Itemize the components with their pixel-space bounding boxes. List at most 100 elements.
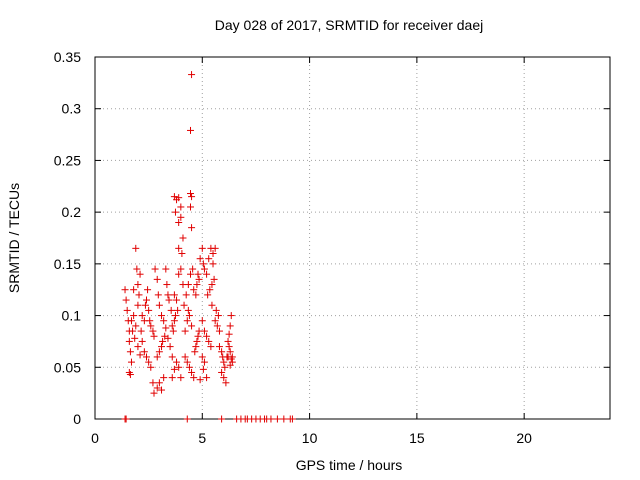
- data-point: [192, 291, 200, 299]
- data-point: [186, 203, 194, 211]
- data-point: [168, 374, 176, 382]
- x-tick-label: 15: [409, 430, 425, 446]
- data-point: [178, 250, 186, 258]
- data-point: [127, 317, 135, 325]
- y-tick-label: 0.25: [54, 152, 81, 168]
- data-point: [188, 193, 196, 201]
- data-point: [181, 327, 189, 335]
- data-point: [131, 334, 139, 342]
- data-point: [126, 371, 134, 379]
- data-point: [147, 322, 155, 330]
- data-point: [209, 250, 217, 258]
- data-point: [218, 415, 226, 423]
- data-point: [153, 275, 161, 283]
- data-point: [132, 244, 140, 252]
- data-point: [175, 244, 183, 252]
- data-point: [160, 374, 168, 382]
- data-point: [173, 296, 181, 304]
- data-point: [134, 281, 142, 289]
- data-point: [137, 327, 145, 335]
- data-point: [162, 324, 170, 332]
- data-point: [203, 374, 211, 382]
- data-point: [122, 415, 130, 423]
- data-point: [209, 260, 217, 268]
- data-point: [153, 353, 161, 361]
- data-point: [227, 355, 235, 363]
- data-point: [135, 291, 143, 299]
- plot-frame: [94, 56, 611, 420]
- data-point: [150, 332, 158, 340]
- data-point: [143, 296, 150, 304]
- data-point: [160, 317, 168, 325]
- data-point: [203, 270, 211, 278]
- data-point: [183, 317, 191, 325]
- data-point: [212, 306, 220, 314]
- data-point: [205, 337, 213, 345]
- data-point: [188, 368, 196, 376]
- data-point: [153, 384, 161, 392]
- data-point: [151, 265, 159, 273]
- grid-lines: [95, 57, 610, 419]
- data-point: [196, 376, 204, 384]
- data-point: [175, 270, 183, 278]
- data-point: [134, 343, 142, 351]
- data-point: [225, 330, 233, 338]
- x-tick-label: 5: [198, 430, 206, 446]
- data-point: [170, 317, 178, 325]
- data-point: [158, 343, 166, 351]
- data-point: [125, 337, 133, 345]
- data-point: [158, 312, 166, 320]
- data-point: [182, 291, 190, 299]
- data-point: [133, 265, 141, 273]
- data-point: [155, 348, 163, 356]
- data-point: [138, 337, 146, 345]
- data-point: [140, 348, 148, 356]
- data-point: [188, 224, 196, 232]
- data-point: [205, 255, 213, 263]
- data-point: [123, 306, 131, 314]
- data-point: [168, 322, 176, 330]
- data-point: [130, 286, 138, 294]
- data-point: [165, 296, 173, 304]
- data-point: [175, 194, 183, 202]
- data-point: [175, 363, 183, 371]
- data-point: [190, 374, 198, 382]
- data-point: [180, 301, 188, 309]
- data-point: [218, 368, 226, 376]
- data-point: [127, 358, 135, 366]
- data-point: [184, 306, 192, 314]
- data-point: [196, 255, 204, 263]
- data-point: [188, 71, 196, 79]
- data-point: [192, 343, 200, 351]
- data-point: [155, 379, 163, 387]
- y-tick-label: 0.15: [54, 256, 81, 272]
- data-point: [267, 415, 275, 423]
- data-point: [211, 317, 219, 325]
- data-point: [204, 291, 212, 299]
- data-point: [138, 312, 146, 320]
- data-point: [161, 332, 169, 340]
- data-point: [222, 379, 230, 387]
- data-point: [193, 337, 201, 345]
- data-point: [273, 415, 281, 423]
- data-point: [164, 291, 172, 299]
- data-point: [186, 190, 194, 198]
- data-point: [193, 281, 201, 289]
- data-point: [185, 363, 193, 371]
- data-point: [198, 244, 206, 252]
- x-tick-label: 20: [516, 430, 532, 446]
- data-point: [191, 348, 199, 356]
- x-tick-labels: 0 5 10 15 20: [91, 430, 532, 446]
- data-point: [198, 353, 206, 361]
- data-point: [226, 348, 234, 356]
- data-point: [177, 203, 185, 211]
- data-point: [225, 343, 233, 351]
- data-point: [224, 337, 232, 345]
- data-point: [169, 327, 177, 335]
- data-point: [171, 312, 179, 320]
- data-point: [183, 358, 191, 366]
- data-point: [130, 312, 138, 320]
- data-point: [194, 332, 202, 340]
- data-point: [158, 386, 166, 394]
